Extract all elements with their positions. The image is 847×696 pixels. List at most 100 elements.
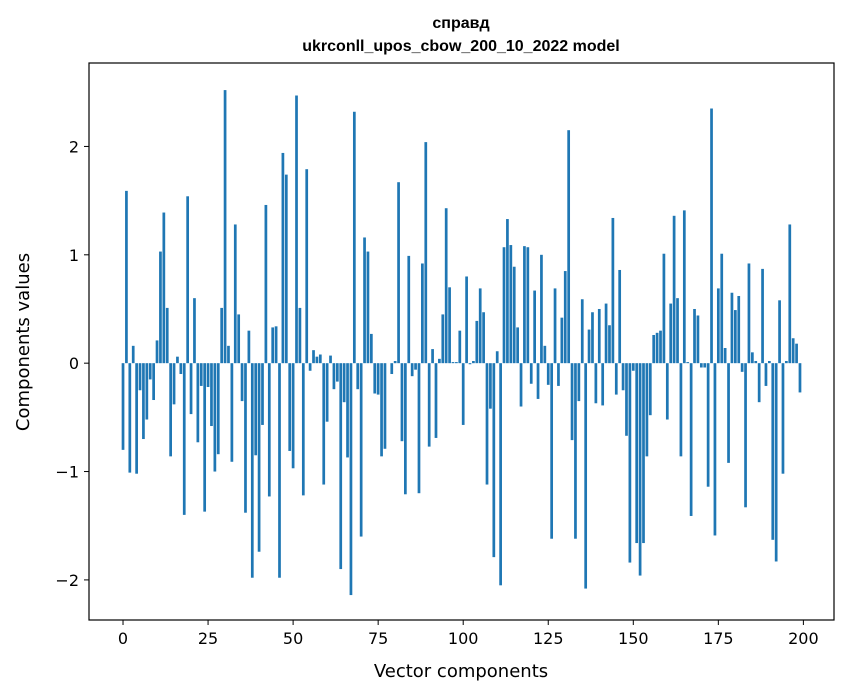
bar-172 xyxy=(706,363,710,487)
bar-187 xyxy=(757,363,761,403)
bar-59 xyxy=(322,363,326,485)
bar-65 xyxy=(342,363,346,403)
bar-36 xyxy=(244,363,247,513)
bar-79 xyxy=(390,363,394,375)
bar-171 xyxy=(703,363,707,368)
bar-56 xyxy=(312,350,315,364)
bar-107 xyxy=(485,363,489,485)
bar-164 xyxy=(679,363,683,457)
bar-121 xyxy=(533,290,536,364)
bar-185 xyxy=(751,352,754,364)
bar-92 xyxy=(434,363,438,438)
bar-133 xyxy=(574,363,577,539)
bar-88 xyxy=(421,263,424,364)
bar-110 xyxy=(495,351,499,364)
chart-title-line-1: справд xyxy=(432,15,489,32)
bar-35 xyxy=(240,363,244,402)
bar-184 xyxy=(747,263,751,364)
bar-197 xyxy=(791,338,795,364)
x-tick-label-125: 125 xyxy=(533,629,564,648)
bar-125 xyxy=(546,363,550,385)
bar-75 xyxy=(376,363,380,395)
bar-146 xyxy=(618,269,622,364)
bar-142 xyxy=(604,303,608,364)
bar-166 xyxy=(686,362,690,364)
bar-57 xyxy=(315,356,319,364)
bar-31 xyxy=(227,345,230,364)
bar-38 xyxy=(250,363,254,578)
bar-18 xyxy=(182,363,186,515)
bar-181 xyxy=(737,295,741,364)
bar-4 xyxy=(135,363,138,474)
bar-44 xyxy=(271,327,275,364)
bar-6 xyxy=(142,363,145,440)
bar-61 xyxy=(329,355,332,364)
bar-49 xyxy=(288,363,292,451)
bar-159 xyxy=(662,253,666,364)
x-tick-label-100: 100 xyxy=(448,629,479,648)
bar-72 xyxy=(366,251,370,364)
bar-21 xyxy=(193,298,196,364)
bar-103 xyxy=(472,361,475,364)
x-tick-label-200: 200 xyxy=(788,629,819,648)
y-axis-label: Components values xyxy=(13,253,34,431)
bar-27 xyxy=(213,363,217,472)
bar-118 xyxy=(523,246,526,364)
y-tick-label--2: −2 xyxy=(55,571,79,590)
bar-123 xyxy=(540,254,543,364)
bar-15 xyxy=(172,363,176,405)
y-axis-ticks: −2 −1 0 1 2 xyxy=(55,137,89,590)
bar-98 xyxy=(455,362,458,364)
bar-180 xyxy=(733,310,737,364)
bar-93 xyxy=(438,358,441,364)
bar-137 xyxy=(587,329,591,364)
bar-60 xyxy=(325,363,329,422)
bar-186 xyxy=(754,361,758,364)
bar-111 xyxy=(499,363,502,586)
bar-194 xyxy=(781,363,785,474)
bar-160 xyxy=(665,363,669,420)
bar-157 xyxy=(655,332,659,364)
bar-127 xyxy=(553,288,557,364)
bar-30 xyxy=(223,90,227,364)
bar-85 xyxy=(410,363,414,377)
bar-10 xyxy=(155,340,159,364)
bar-7 xyxy=(145,363,149,420)
bar-97 xyxy=(451,362,455,364)
x-tick-label-50: 50 xyxy=(283,629,303,648)
bar-105 xyxy=(478,288,482,364)
bar-77 xyxy=(383,363,387,449)
bar-20 xyxy=(189,363,193,415)
bar-198 xyxy=(795,343,798,364)
bar-40 xyxy=(257,363,261,552)
bar-135 xyxy=(580,299,584,364)
bar-42 xyxy=(264,204,268,364)
bar-54 xyxy=(305,169,309,364)
bar-13 xyxy=(165,307,169,364)
bar-178 xyxy=(727,363,730,463)
bar-139 xyxy=(594,363,598,404)
y-tick-label-0: 0 xyxy=(69,354,79,373)
bar-96 xyxy=(448,287,451,364)
bar-63 xyxy=(335,363,339,382)
bar-69 xyxy=(356,363,360,390)
bar-67 xyxy=(349,363,353,596)
bar-114 xyxy=(509,245,513,364)
bar-176 xyxy=(720,253,724,364)
bar-71 xyxy=(363,237,366,364)
bar-183 xyxy=(744,363,747,508)
bar-46 xyxy=(278,363,281,578)
y-tick-label--1: −1 xyxy=(55,463,79,482)
bar-156 xyxy=(652,335,656,364)
bar-134 xyxy=(577,363,581,402)
x-axis-ticks: 0 25 50 75 100 125 150 175 200 xyxy=(118,620,819,648)
bar-175 xyxy=(716,288,720,364)
bar-113 xyxy=(506,219,509,364)
bar-154 xyxy=(645,363,649,457)
bar-126 xyxy=(550,363,554,539)
bar-149 xyxy=(628,363,632,563)
bar-50 xyxy=(291,363,295,469)
bar-128 xyxy=(557,363,560,386)
